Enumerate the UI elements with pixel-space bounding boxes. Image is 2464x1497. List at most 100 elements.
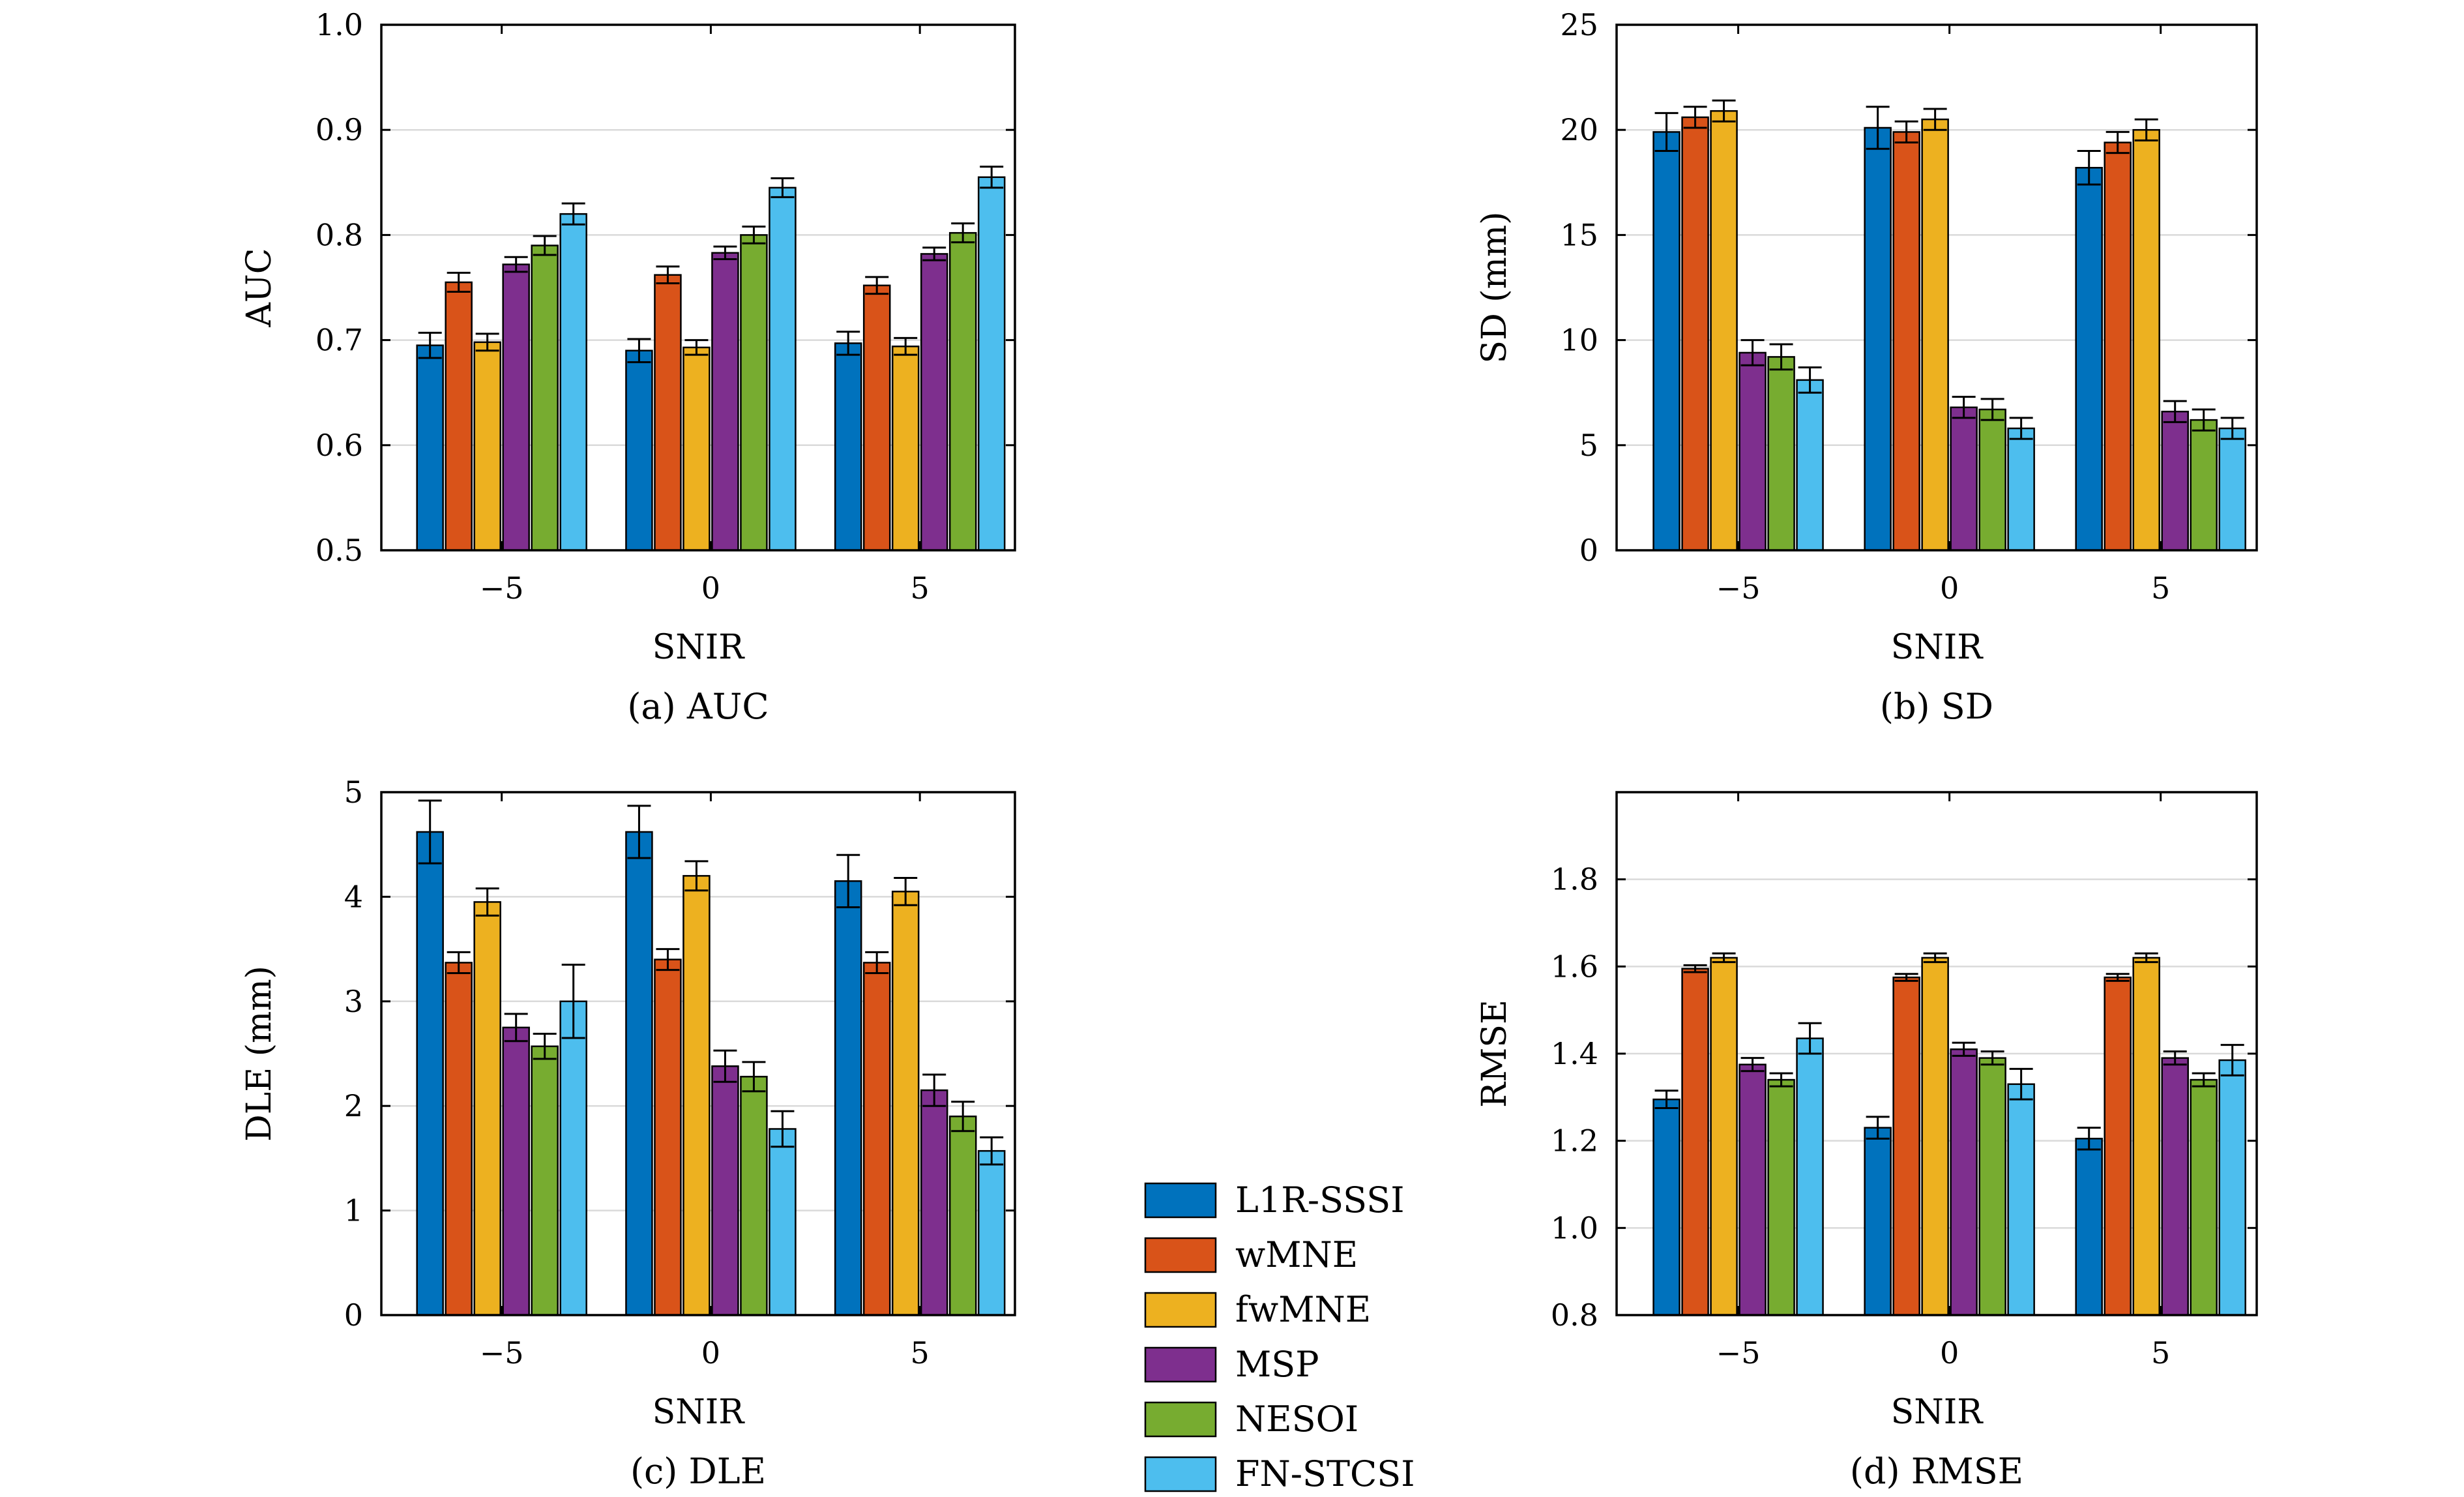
axes-frame bbox=[380, 23, 1016, 552]
bar-fwmne-1 bbox=[1921, 118, 1949, 552]
legend-label: NESOI bbox=[1235, 1399, 1358, 1440]
bar-msp-0 bbox=[1738, 351, 1767, 552]
bar-nesoi-1 bbox=[740, 234, 768, 552]
errorbar-wmne-0 bbox=[1683, 106, 1707, 129]
errorbar-l1r-sssi-0 bbox=[1654, 1089, 1679, 1110]
bar-wmne-1 bbox=[654, 274, 682, 552]
x-axis-label: SNIR bbox=[653, 628, 746, 667]
errorbar-fwmne-0 bbox=[1712, 952, 1736, 964]
bar-fwmne-2 bbox=[891, 346, 920, 552]
x-tick-label: 5 bbox=[2151, 1335, 2170, 1371]
bar-msp-1 bbox=[1950, 406, 1978, 552]
errorbar-l1r-sssi-0 bbox=[418, 799, 442, 865]
bar-l1r-sssi-1 bbox=[625, 831, 653, 1316]
errorbar-msp-0 bbox=[1740, 1057, 1765, 1073]
bar-wmne-2 bbox=[862, 284, 891, 552]
bar-l1r-sssi-2 bbox=[2075, 1138, 2103, 1316]
legend-swatch bbox=[1144, 1237, 1217, 1273]
bar-nesoi-0 bbox=[531, 1045, 559, 1316]
bar-wmne-1 bbox=[1892, 976, 1920, 1316]
y-tick-label: 5 bbox=[344, 775, 363, 810]
errorbar-fwmne-1 bbox=[684, 339, 709, 356]
legend-label: FN-STCSI bbox=[1235, 1453, 1415, 1494]
bar-nesoi-0 bbox=[1767, 356, 1795, 552]
errorbar-fwmne-2 bbox=[894, 336, 918, 356]
bar-nesoi-1 bbox=[740, 1076, 768, 1316]
bar-fwmne-0 bbox=[1710, 956, 1738, 1316]
panel-dle: 0 1 2 3 4 5 −5 0 5 SNIR DLE (mm) (c) DLE bbox=[240, 775, 1016, 1492]
panel-caption: (a) AUC bbox=[627, 686, 769, 727]
errorbar-msp-0 bbox=[504, 1013, 528, 1043]
errorbar-nesoi-2 bbox=[951, 222, 975, 244]
y-tick-label: 25 bbox=[1560, 7, 1598, 42]
bar-l1r-sssi-2 bbox=[834, 342, 862, 552]
bar-nesoi-2 bbox=[2190, 1078, 2218, 1316]
errorbar-fwmne-2 bbox=[2134, 118, 2158, 141]
bar-msp-2 bbox=[920, 253, 948, 552]
y-tick-label: 0 bbox=[344, 1297, 363, 1333]
errorbar-fwmne-0 bbox=[475, 333, 499, 352]
bar-nesoi-1 bbox=[1978, 408, 2006, 552]
y-axis-label: AUC bbox=[240, 248, 279, 327]
legend-entry-fwmne: fwMNE bbox=[1144, 1289, 1371, 1330]
y-tick-label: 0.7 bbox=[315, 323, 363, 358]
x-axis-label: SNIR bbox=[1891, 628, 1984, 667]
legend-swatch bbox=[1144, 1401, 1217, 1438]
x-axis-label: SNIR bbox=[1891, 1393, 1984, 1432]
errorbar-fn-stcsi-0 bbox=[561, 202, 585, 226]
bar-l1r-sssi-0 bbox=[416, 344, 444, 552]
axes-frame bbox=[1615, 23, 2258, 552]
legend-entry-nesoi: NESOI bbox=[1144, 1399, 1358, 1440]
errorbar-wmne-2 bbox=[865, 951, 889, 974]
bar-nesoi-0 bbox=[531, 245, 559, 552]
y-axis-label: RMSE bbox=[1475, 1000, 1514, 1108]
errorbar-fwmne-2 bbox=[894, 877, 918, 906]
bar-l1r-sssi-0 bbox=[1652, 1098, 1680, 1316]
errorbar-msp-1 bbox=[713, 245, 737, 260]
bar-fn-stcsi-1 bbox=[2007, 1083, 2035, 1316]
x-axis-label: SNIR bbox=[653, 1393, 746, 1432]
legend-label: MSP bbox=[1235, 1344, 1319, 1385]
errorbar-nesoi-1 bbox=[1980, 1050, 2004, 1066]
errorbar-wmne-1 bbox=[1894, 973, 1918, 982]
bar-wmne-1 bbox=[654, 958, 682, 1316]
errorbar-fwmne-0 bbox=[1712, 99, 1736, 123]
bar-msp-1 bbox=[1950, 1048, 1978, 1316]
y-tick-label: 0.8 bbox=[315, 217, 363, 252]
errorbar-fn-stcsi-2 bbox=[2220, 417, 2244, 440]
bar-wmne-0 bbox=[1681, 116, 1709, 552]
x-tick-label: 5 bbox=[2151, 571, 2170, 606]
y-tick-label: 0.5 bbox=[315, 533, 363, 568]
errorbar-fn-stcsi-0 bbox=[561, 964, 585, 1039]
y-axis-label: SD (mm) bbox=[1475, 211, 1514, 363]
errorbar-fn-stcsi-0 bbox=[1798, 366, 1822, 394]
y-tick-label: 1.8 bbox=[1551, 862, 1598, 897]
y-tick-label: 15 bbox=[1560, 217, 1598, 252]
errorbar-fwmne-1 bbox=[684, 860, 709, 892]
errorbar-fwmne-0 bbox=[475, 887, 499, 917]
errorbar-nesoi-1 bbox=[742, 1061, 766, 1093]
errorbar-msp-1 bbox=[1952, 1041, 1976, 1057]
errorbar-l1r-sssi-0 bbox=[1654, 111, 1679, 152]
bar-msp-1 bbox=[711, 1065, 739, 1316]
legend-label: fwMNE bbox=[1235, 1289, 1371, 1330]
errorbar-fwmne-1 bbox=[1923, 952, 1947, 964]
errorbar-msp-1 bbox=[713, 1049, 737, 1083]
errorbar-wmne-2 bbox=[2105, 973, 2130, 982]
y-tick-label: 1.2 bbox=[1551, 1123, 1598, 1159]
bar-fwmne-2 bbox=[891, 891, 920, 1316]
errorbar-fn-stcsi-2 bbox=[980, 166, 1004, 189]
errorbar-l1r-sssi-2 bbox=[2077, 149, 2101, 186]
y-tick-label: 1.0 bbox=[1551, 1210, 1598, 1245]
bar-fn-stcsi-1 bbox=[769, 186, 797, 552]
errorbar-fn-stcsi-1 bbox=[2009, 1067, 2033, 1101]
errorbar-fn-stcsi-2 bbox=[980, 1136, 1004, 1166]
panel-auc: 0.5 0.6 0.7 0.8 0.9 1.0 −5 0 5 SNIR AUC (a) AUC bbox=[240, 7, 1016, 727]
bar-msp-0 bbox=[1738, 1063, 1767, 1316]
legend-label: wMNE bbox=[1235, 1234, 1358, 1275]
errorbar-msp-2 bbox=[2163, 400, 2187, 423]
bar-wmne-0 bbox=[1681, 968, 1709, 1316]
errorbar-nesoi-1 bbox=[742, 226, 766, 245]
errorbar-l1r-sssi-1 bbox=[627, 338, 651, 363]
errorbar-wmne-0 bbox=[1683, 964, 1707, 973]
